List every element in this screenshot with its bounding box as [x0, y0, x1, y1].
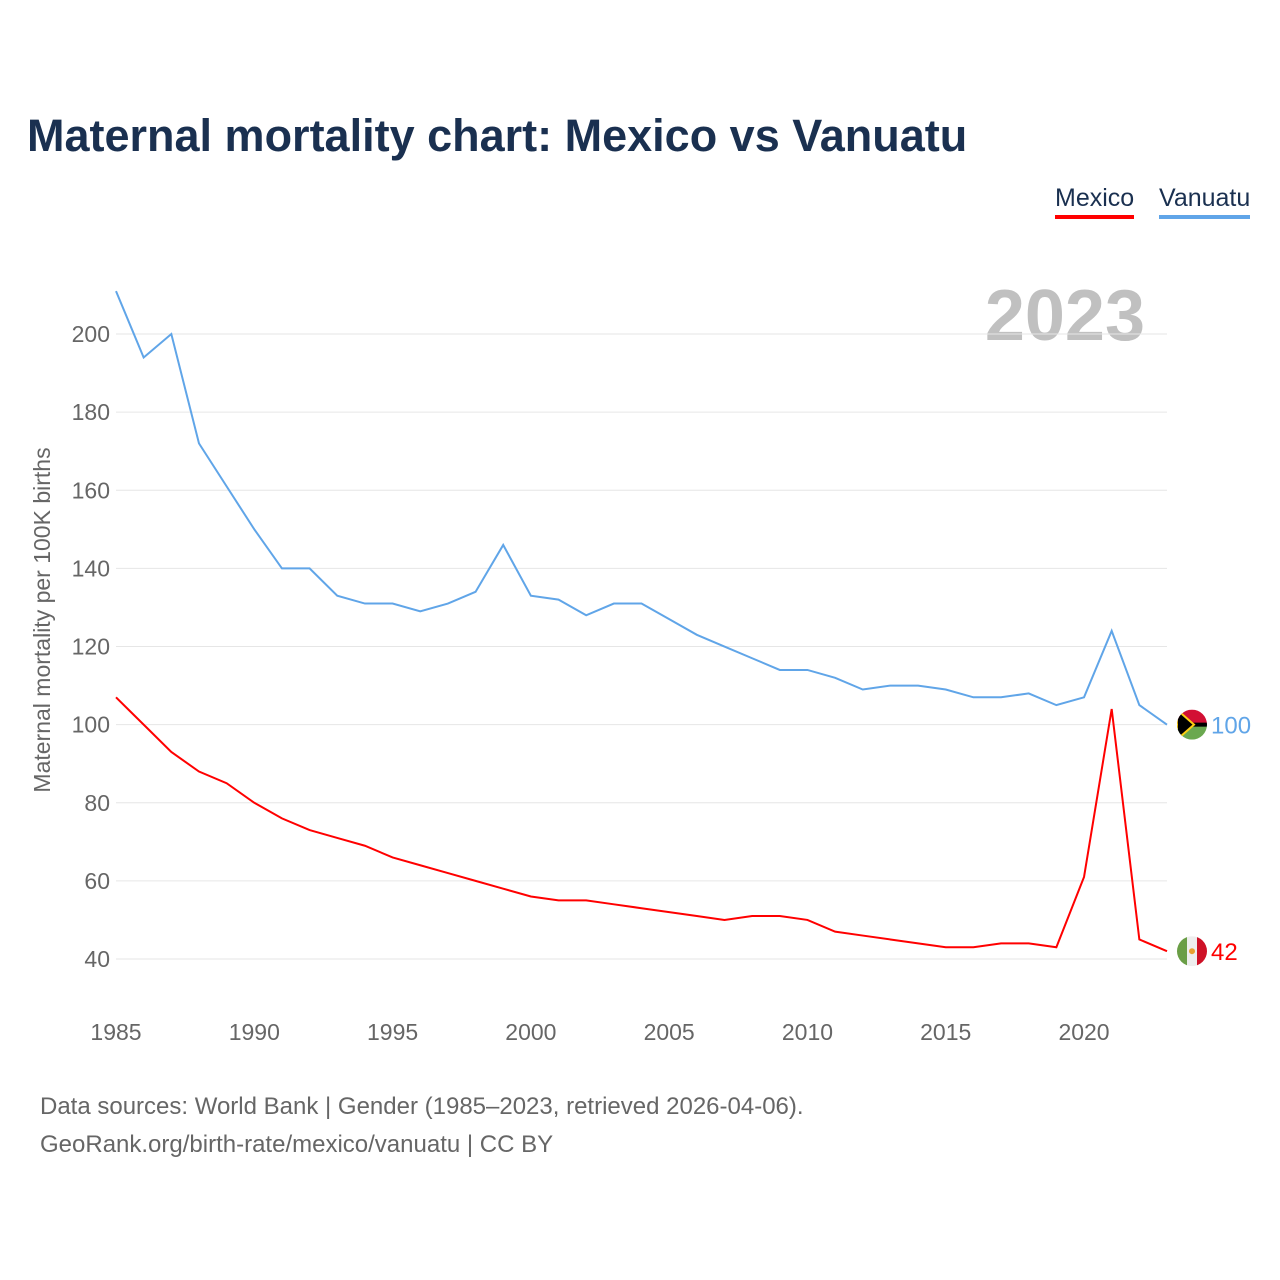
mexico-flag-icon	[1177, 936, 1207, 967]
y-tick-label: 180	[72, 399, 110, 425]
y-tick-label: 160	[72, 477, 110, 503]
end-value-label-vanuatu: 100	[1211, 713, 1251, 740]
x-tick-label: 1995	[367, 1019, 418, 1045]
y-tick-label: 100	[72, 712, 110, 738]
y-tick-label: 120	[72, 634, 110, 660]
x-tick-label: 2020	[1058, 1019, 1109, 1045]
y-tick-label: 60	[84, 868, 110, 894]
end-value-label-mexico: 42	[1211, 939, 1238, 966]
chart-title: Maternal mortality chart: Mexico vs Vanu…	[27, 110, 968, 161]
y-tick-label: 200	[72, 321, 110, 347]
series-line-vanuatu	[115, 290, 1168, 726]
series-line-mexico	[115, 696, 1168, 953]
x-tick-label: 1985	[90, 1019, 141, 1045]
source-note: Data sources: World Bank | Gender (1985–…	[40, 1088, 804, 1164]
x-tick-label: 2005	[644, 1019, 695, 1045]
year-label: 2023	[985, 276, 1145, 356]
legend-mexico[interactable]: Mexico	[1055, 184, 1135, 219]
y-axis-label: Maternal mortality per 100K births	[29, 447, 55, 792]
x-tick-label: 1990	[229, 1019, 280, 1045]
x-tick-label: 2010	[782, 1019, 833, 1045]
y-tick-label: 40	[84, 946, 110, 972]
legend-vanuatu[interactable]: Vanuatu	[1159, 184, 1251, 219]
y-tick-label: 140	[72, 555, 110, 581]
x-tick-label: 2000	[505, 1019, 556, 1045]
y-tick-label: 80	[84, 790, 110, 816]
vanuatu-flag-icon	[1177, 709, 1207, 740]
source-line-1: Data sources: World Bank | Gender (1985–…	[40, 1093, 804, 1120]
source-line-2: GeoRank.org/birth-rate/mexico/vanuatu | …	[40, 1131, 554, 1158]
x-tick-label: 2015	[920, 1019, 971, 1045]
